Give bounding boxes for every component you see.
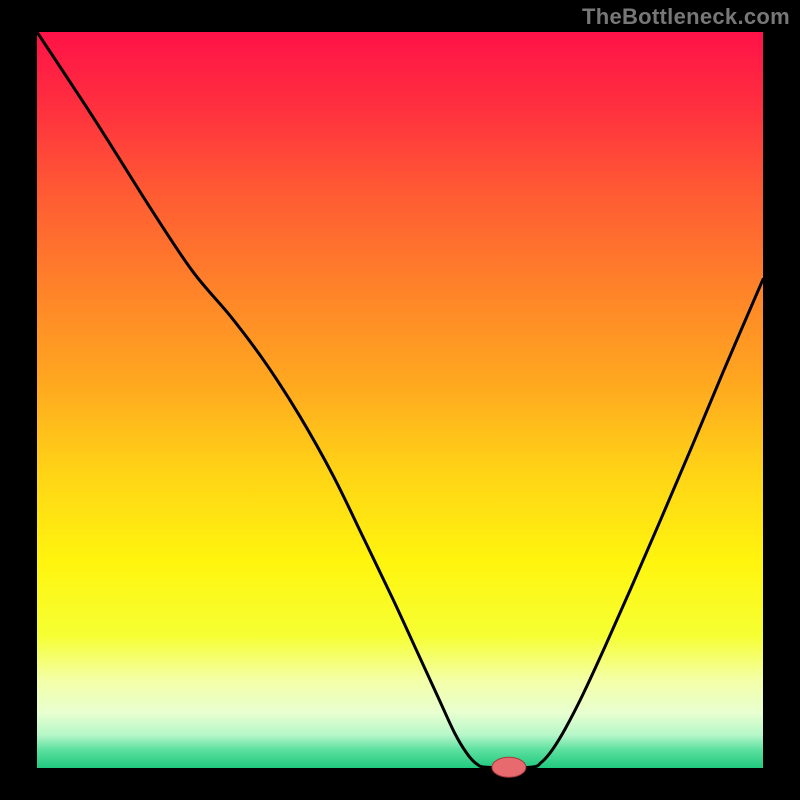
bottleneck-chart [0,0,800,800]
chart-root: { "watermark": { "text": "TheBottleneck.… [0,0,800,800]
watermark-label: TheBottleneck.com [582,4,790,30]
plot-background [37,32,763,768]
optimal-marker [492,757,526,777]
